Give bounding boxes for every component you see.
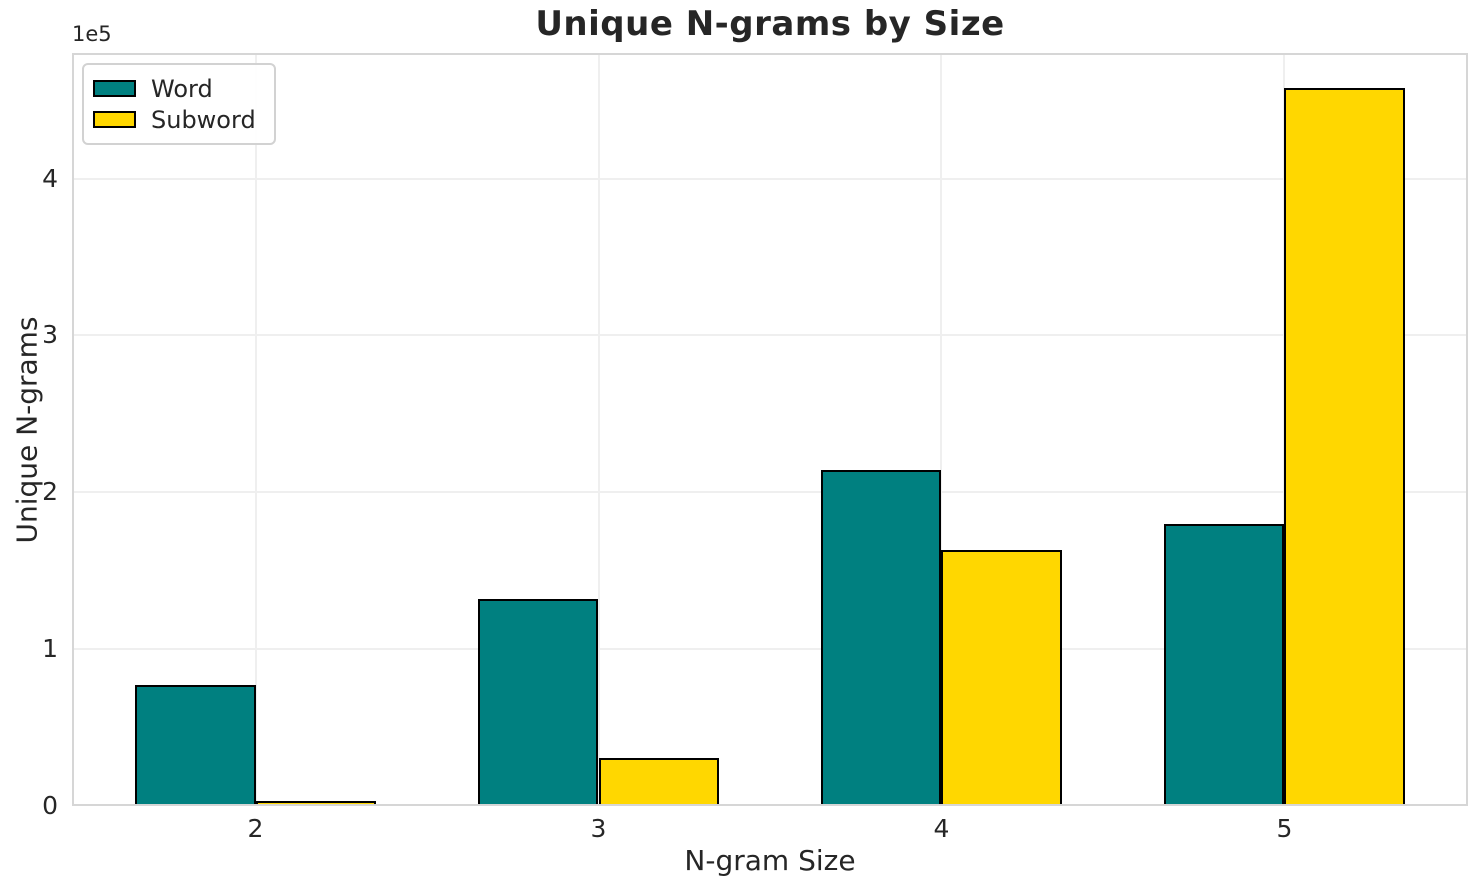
y-axis-offset-text: 1e5 [72, 22, 112, 46]
y-axis-label: Unique N-grams [10, 316, 44, 544]
bar-word-3 [478, 599, 599, 806]
y-tick-label: 1 [42, 634, 58, 664]
y-tick-label: 0 [42, 791, 58, 820]
bar-subword-3 [598, 758, 719, 806]
gridline-horizontal [72, 491, 1468, 494]
bar-subword-5 [1284, 88, 1405, 806]
chart-title: Unique N-grams by Size [535, 4, 1005, 44]
y-tick-label: 2 [42, 477, 58, 507]
subword-swatch-icon [93, 111, 136, 128]
gridline-horizontal [72, 334, 1468, 337]
y-tick-label: 3 [42, 320, 58, 350]
plot-area: Word Subword [72, 53, 1468, 806]
legend-label-word: Word [151, 74, 213, 103]
gridline-vertical [940, 53, 943, 806]
x-tick-label: 4 [933, 814, 950, 843]
legend: Word Subword [82, 63, 276, 145]
bar-word-5 [1164, 524, 1285, 806]
gridline-vertical [254, 53, 257, 806]
legend-item-subword: Subword [93, 104, 256, 135]
bar-word-4 [821, 470, 942, 806]
bar-subword-4 [941, 550, 1062, 806]
bar-subword-2 [255, 801, 376, 806]
gridline-horizontal [72, 177, 1468, 180]
x-tick-label: 2 [247, 814, 264, 843]
legend-label-subword: Subword [151, 105, 256, 134]
gridline-horizontal [72, 648, 1468, 651]
x-tick-label: 3 [590, 814, 607, 843]
x-tick-label: 5 [1276, 814, 1293, 843]
gridline-vertical [597, 53, 600, 806]
bar-word-2 [135, 685, 256, 806]
x-axis-label: N-gram Size [684, 844, 856, 877]
y-tick-label: 4 [42, 163, 58, 193]
word-swatch-icon [93, 80, 136, 97]
legend-item-word: Word [93, 73, 256, 104]
